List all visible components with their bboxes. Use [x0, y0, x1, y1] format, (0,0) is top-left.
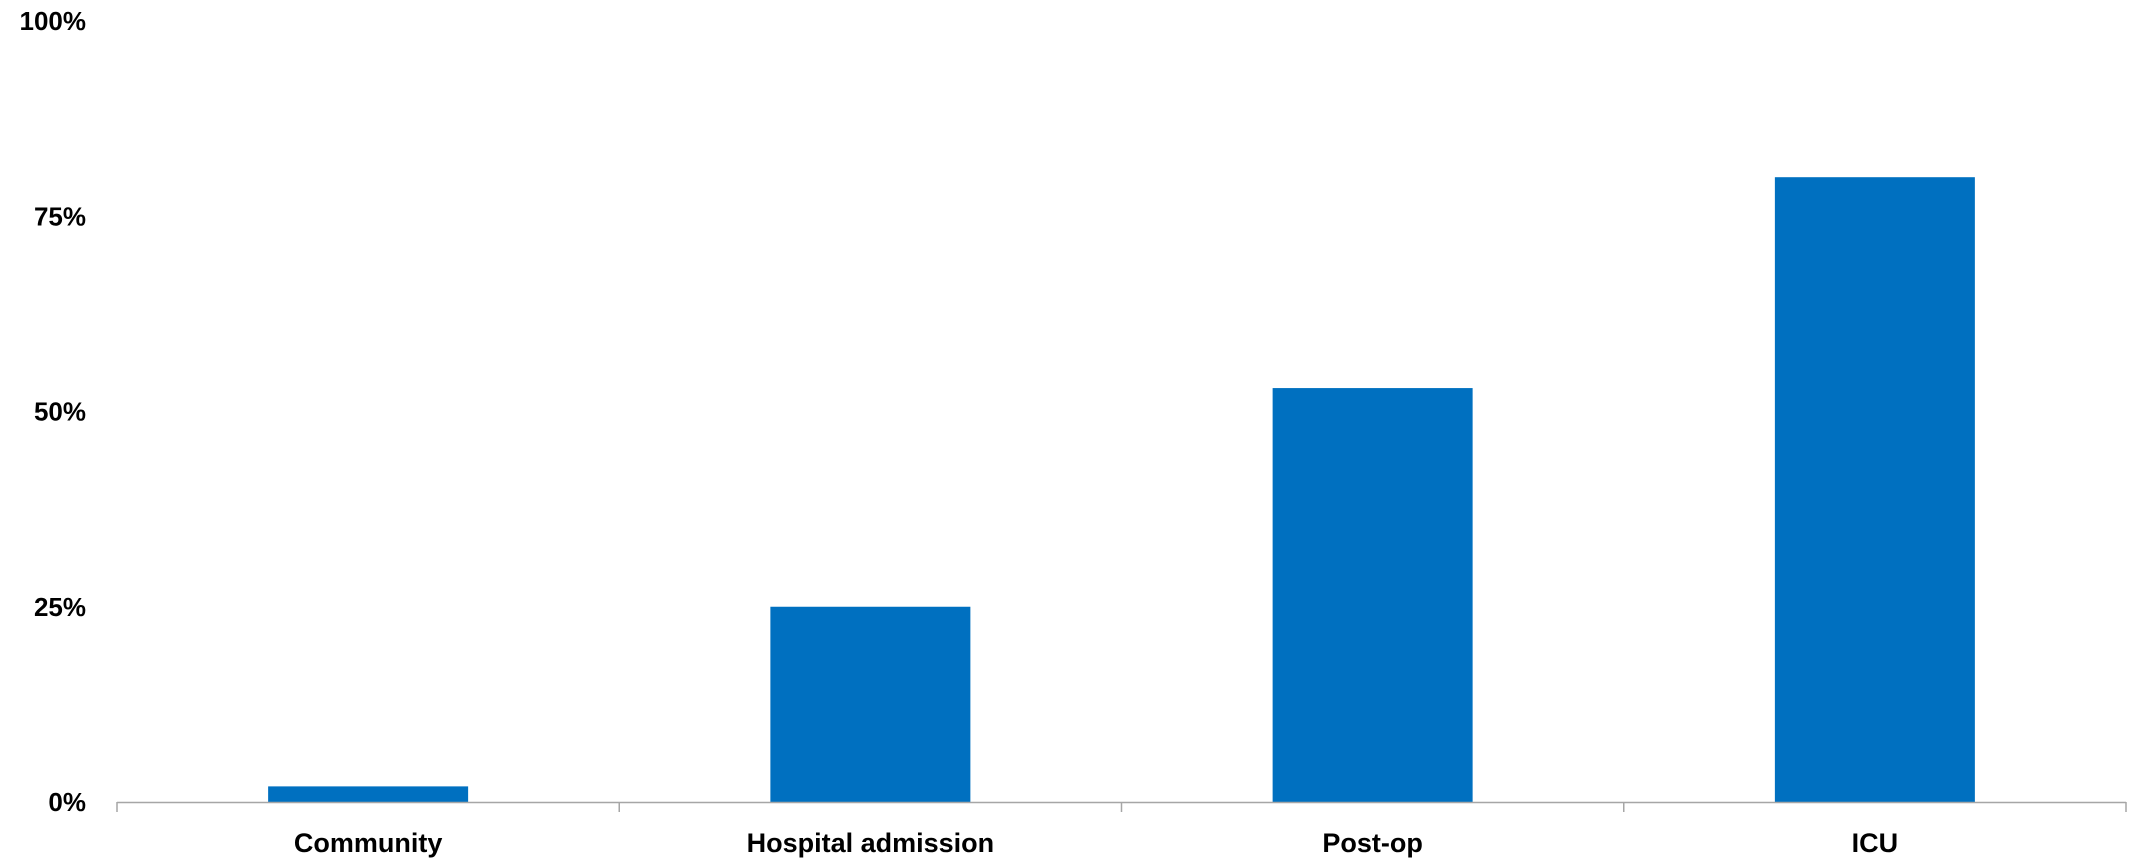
y-tick-label: 75% — [34, 201, 86, 231]
x-axis-tick-labels: Community Hospital admission Post-op ICU — [294, 828, 1898, 858]
bar-series — [268, 177, 1975, 802]
bar-icu — [1774, 177, 1975, 802]
bar-post-op — [1272, 388, 1473, 802]
x-tick-label: Post-op — [1322, 828, 1423, 858]
x-tick-label: Community — [294, 828, 443, 858]
y-tick-label: 50% — [34, 397, 86, 427]
x-axis — [116, 801, 2127, 812]
bar-hospital-admission — [770, 606, 971, 802]
x-tick-label: ICU — [1852, 828, 1899, 858]
bar-community — [268, 786, 469, 802]
y-axis-tick-labels: 0% 25% 50% 75% 100% — [20, 6, 87, 817]
y-tick-label: 25% — [34, 592, 86, 622]
y-tick-label: 100% — [20, 6, 87, 36]
y-tick-label: 0% — [48, 787, 86, 817]
x-tick-label: Hospital admission — [747, 828, 995, 858]
